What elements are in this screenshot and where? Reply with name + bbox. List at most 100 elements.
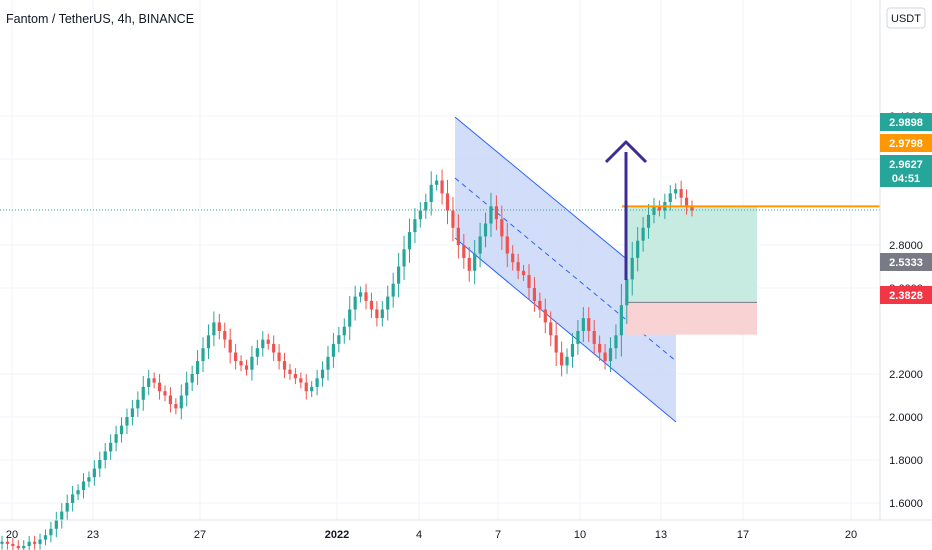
candle-body — [521, 270, 526, 276]
candle-body — [228, 339, 232, 353]
drawings-back — [454, 116, 757, 423]
price-tag — [880, 134, 932, 152]
candle-body — [320, 369, 325, 379]
candle-body — [614, 335, 618, 349]
candle-body — [217, 322, 221, 331]
candle-body — [500, 219, 504, 237]
drawings-front — [604, 140, 880, 280]
candle-body — [489, 206, 493, 224]
candle-body — [195, 361, 200, 374]
candle-body — [342, 326, 346, 336]
currency-button[interactable]: USDT — [886, 7, 926, 29]
candle-body — [49, 528, 53, 536]
channel-lower-line — [454, 237, 677, 423]
x-axis-ticks: 20 23 27 2022 4 7 10 13 17 20 — [6, 529, 857, 541]
candle-body — [684, 197, 689, 207]
candle-body — [440, 180, 444, 194]
candle-body — [201, 348, 205, 362]
candle-body — [674, 189, 678, 194]
candle-body — [641, 227, 645, 241]
candle-body — [369, 300, 374, 310]
candle-body — [43, 535, 48, 540]
price-tag — [880, 253, 932, 271]
y-tick-label: 2.8000 — [889, 240, 923, 252]
candle-body — [364, 292, 368, 301]
candle-body — [413, 219, 417, 233]
candle-body — [451, 210, 455, 228]
x-tick-label: 23 — [87, 529, 99, 541]
candle-body — [505, 236, 509, 254]
candle-body — [592, 331, 596, 344]
candle-body — [282, 361, 287, 370]
candle-body — [560, 352, 564, 366]
candle-body — [543, 309, 547, 323]
candle-body — [657, 206, 662, 211]
candle-body — [554, 335, 558, 353]
candle-body — [337, 335, 341, 344]
price-tag — [880, 286, 932, 304]
price-tags: 2.9898 2.9798 2.9627 04:51 2.5333 2.3828 — [880, 113, 932, 304]
candle-body — [429, 184, 433, 202]
candle-body — [0, 541, 4, 544]
candle-body — [261, 339, 265, 349]
candle-body — [54, 520, 58, 529]
candle-body — [119, 425, 124, 435]
candle-body — [630, 257, 634, 280]
price-tag-label: 2.9627 — [889, 159, 923, 171]
candle-body — [538, 300, 542, 310]
candle-body — [239, 361, 243, 366]
candle-body — [435, 180, 439, 185]
candle-body — [65, 503, 69, 512]
candle-body — [223, 331, 227, 340]
candle-body — [636, 240, 640, 258]
candle-body — [646, 214, 651, 228]
candle-body — [608, 348, 613, 362]
x-tick-label: 27 — [194, 529, 206, 541]
candle-body — [212, 322, 216, 336]
candle-body — [109, 442, 113, 452]
y-tick-label: 1.6000 — [889, 498, 923, 510]
candle-body — [598, 343, 602, 353]
candle-body — [5, 541, 10, 544]
candle-body — [532, 288, 537, 301]
price-tag — [880, 113, 932, 131]
candle-body — [418, 210, 422, 220]
candles — [0, 169, 694, 550]
candle-body — [157, 382, 162, 392]
x-tick-label: 13 — [655, 529, 667, 541]
candle-body — [348, 309, 352, 327]
candle-body — [603, 352, 607, 362]
candle-body — [527, 275, 531, 288]
candle-body — [206, 335, 211, 349]
candle-body — [576, 331, 580, 344]
candle-body — [11, 543, 15, 546]
candle-body — [310, 386, 314, 392]
candle-body — [397, 266, 401, 284]
candle-body — [250, 356, 254, 370]
price-tag-label: 2.9798 — [889, 138, 923, 150]
candle-body — [60, 511, 64, 521]
candle-body — [391, 283, 395, 297]
candle-body — [358, 292, 363, 297]
candle-body — [679, 189, 683, 198]
candle-body — [190, 374, 194, 383]
candle-body — [299, 378, 303, 383]
candle-body — [76, 490, 80, 495]
candle-body — [587, 318, 591, 331]
price-tag — [880, 155, 932, 187]
candle-body — [326, 356, 330, 370]
candle-body — [103, 451, 107, 460]
x-tick-label: 4 — [416, 529, 422, 541]
candle-body — [147, 378, 151, 387]
candle-body — [272, 343, 276, 353]
candle-body — [185, 382, 189, 396]
candle-body — [478, 236, 482, 254]
candle-body — [375, 309, 379, 319]
candle-body — [304, 382, 308, 392]
candle-body — [293, 374, 297, 379]
x-tick-label: 20 — [6, 529, 18, 541]
candle-body — [402, 249, 406, 267]
candle-body — [494, 206, 499, 220]
candle-body — [516, 262, 520, 271]
